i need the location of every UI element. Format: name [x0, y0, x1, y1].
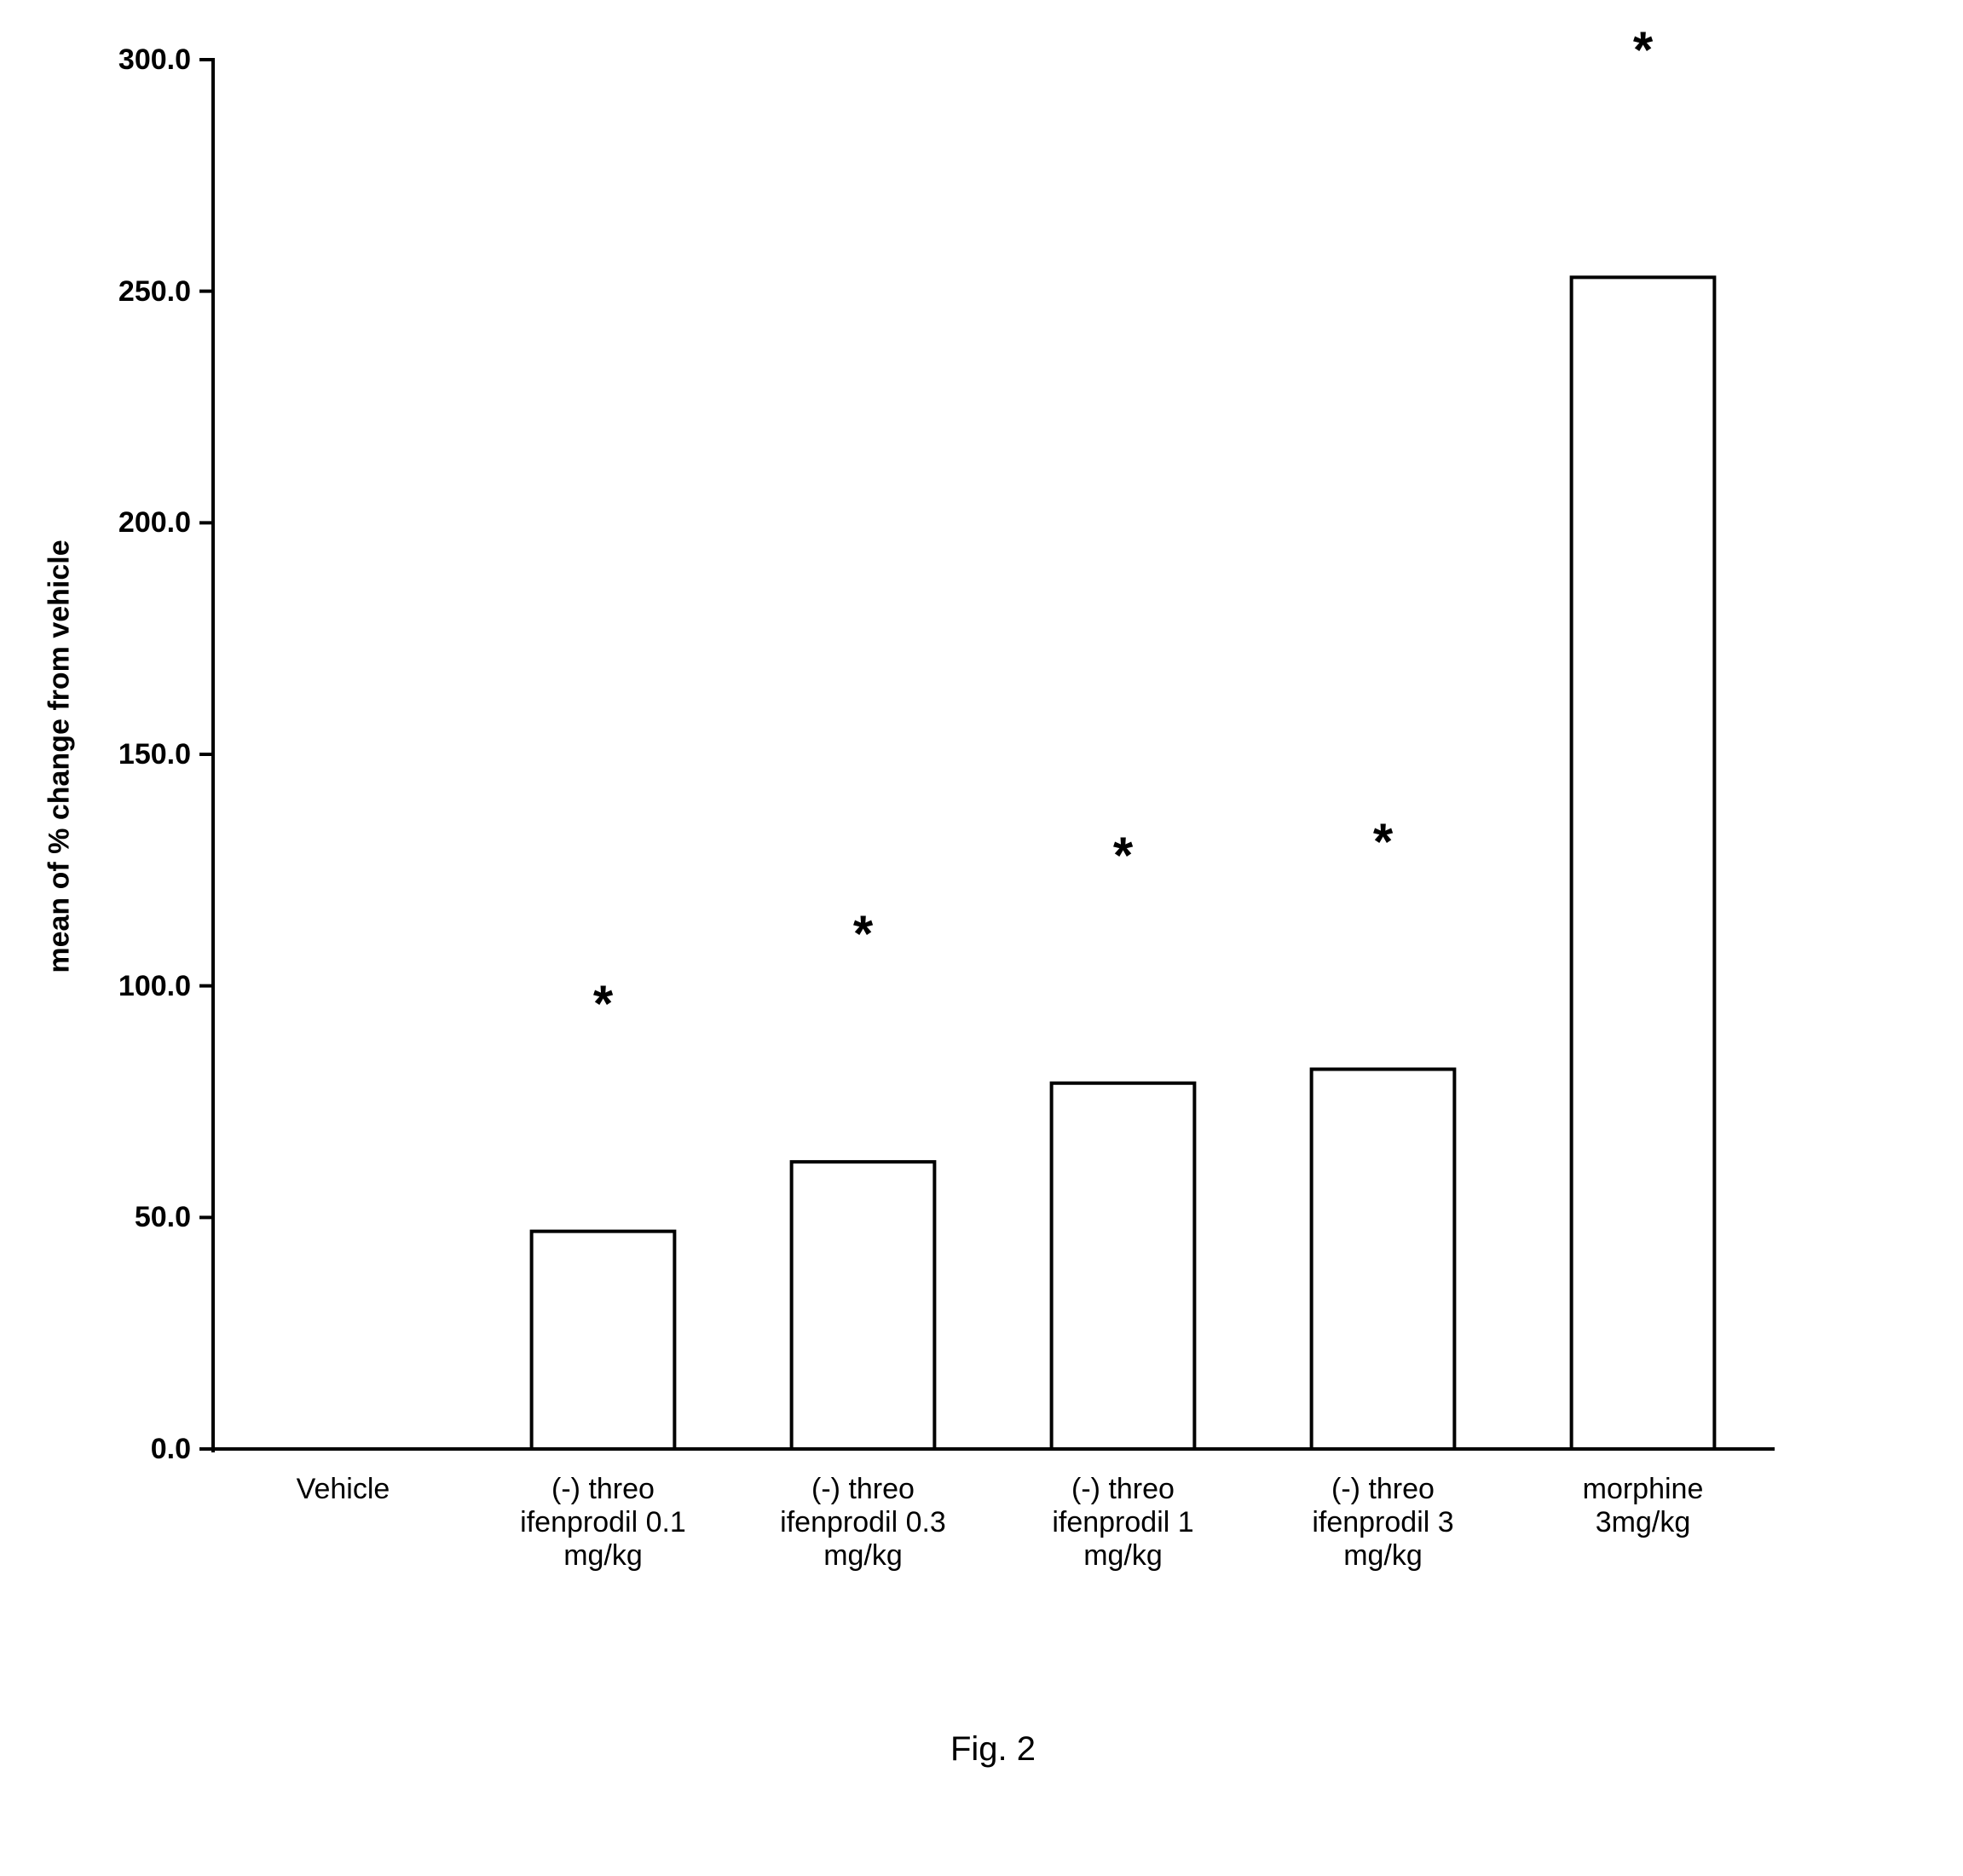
category-label: morphine 3mg/kg — [1520, 1473, 1767, 1539]
y-tick-label: 150.0 — [118, 738, 191, 771]
bar — [792, 1162, 935, 1449]
category-label: (-) threo ifenprodil 1 mg/kg — [1000, 1473, 1247, 1573]
figure-container: 0.0 50.0 100.0 150.0 200.0 250.0 300.0 Vehicle… — [0, 0, 1963, 1876]
category-label: (-) threo ifenprodil 0.1 mg/kg — [480, 1473, 727, 1573]
y-tick-label: 0.0 — [151, 1433, 191, 1466]
chart-svg — [0, 0, 1963, 1876]
significance-star: * — [1618, 20, 1669, 79]
bar — [1572, 277, 1715, 1449]
y-tick-label: 300.0 — [118, 43, 191, 77]
category-label: (-) threo ifenprodil 0.3 mg/kg — [740, 1473, 987, 1573]
significance-star: * — [1098, 826, 1149, 885]
bar — [532, 1232, 675, 1449]
y-tick-label: 100.0 — [118, 970, 191, 1003]
significance-star: * — [838, 904, 889, 963]
y-tick-label: 50.0 — [135, 1201, 191, 1234]
y-tick-label: 250.0 — [118, 275, 191, 309]
category-label: Vehicle — [220, 1473, 467, 1506]
category-label: (-) threo ifenprodil 3 mg/kg — [1260, 1473, 1507, 1573]
figure-caption: Fig. 2 — [823, 1730, 1163, 1769]
bar — [1312, 1069, 1455, 1449]
significance-star: * — [578, 974, 629, 1033]
y-axis-title: mean of % change from vehicle — [43, 373, 77, 1140]
significance-star: * — [1358, 812, 1409, 871]
y-tick-label: 200.0 — [118, 506, 191, 540]
bar — [1052, 1083, 1195, 1449]
